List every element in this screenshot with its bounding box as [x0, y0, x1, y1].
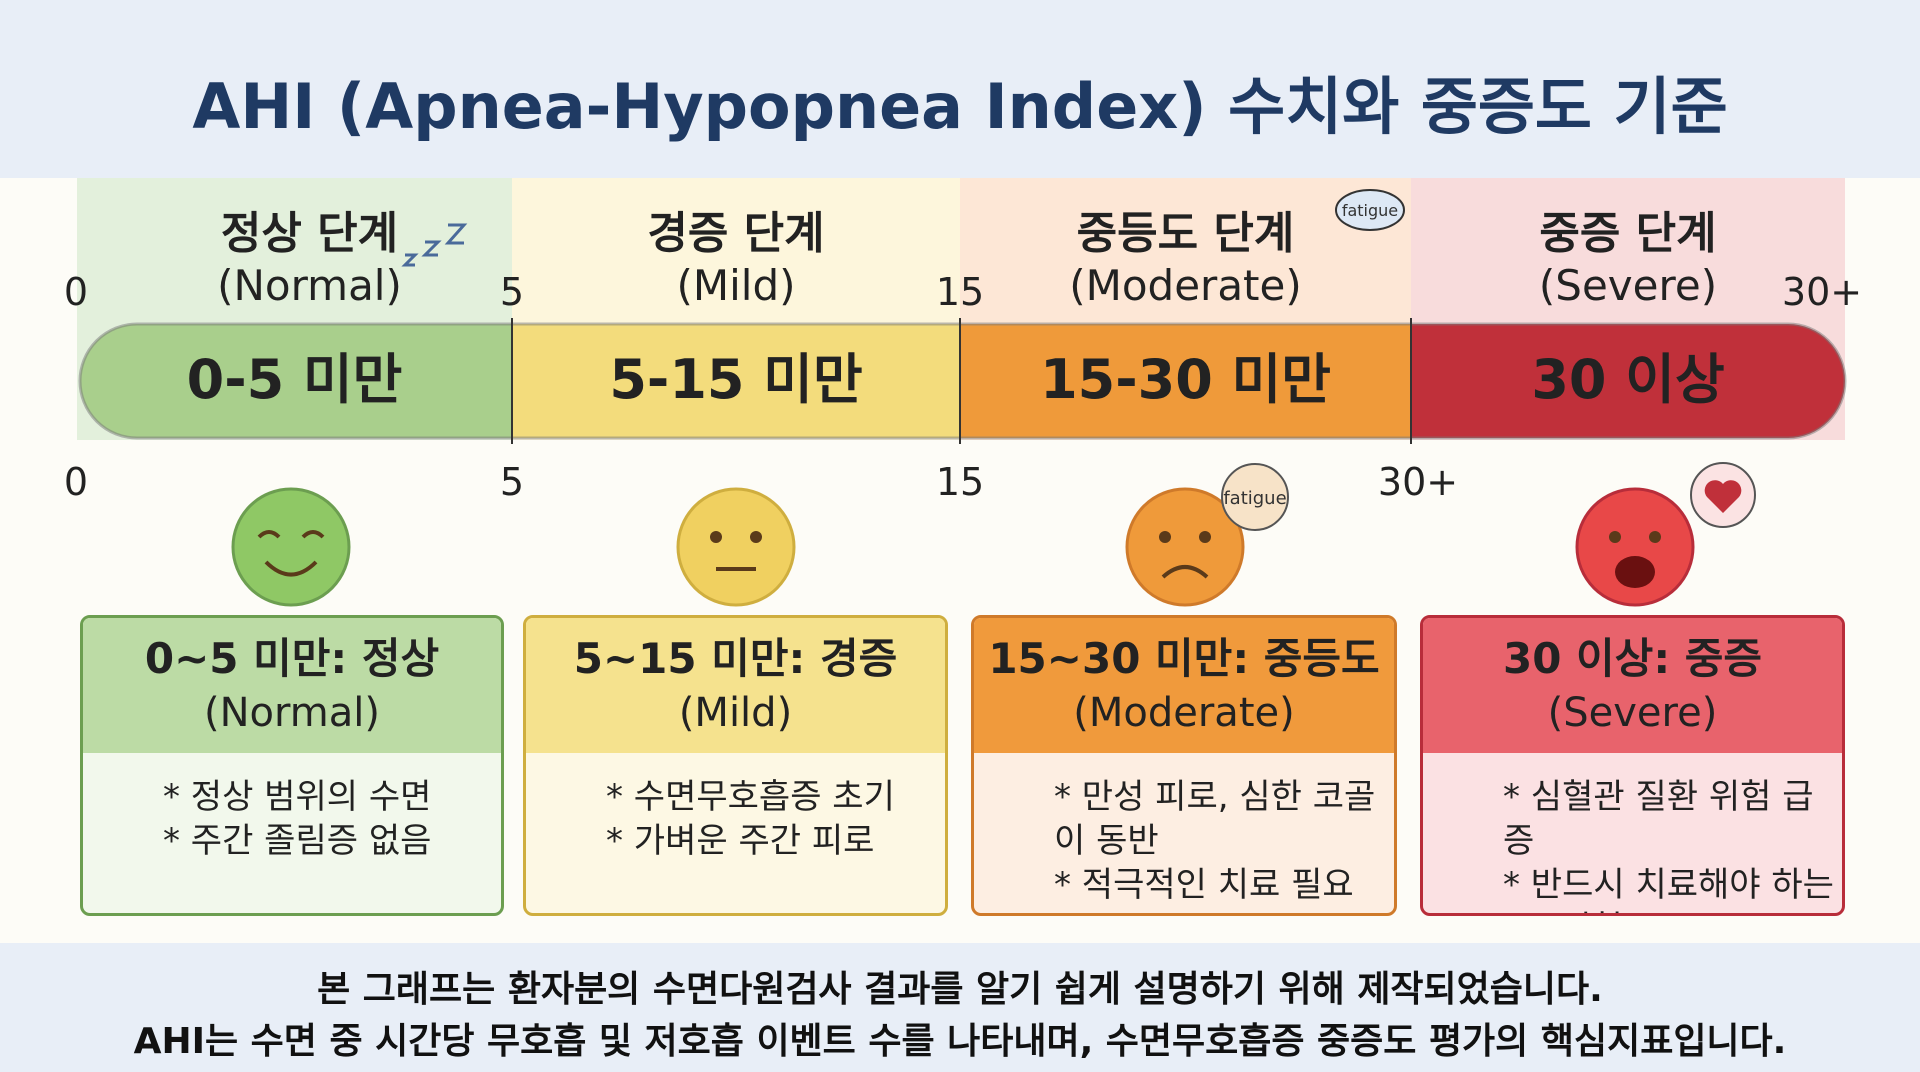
card-title-en: (Moderate) [1073, 690, 1295, 736]
card-bullet: * 적극적인 치료 필요 [1054, 865, 1354, 905]
card-title: 30 이상: 중증 [1502, 634, 1763, 683]
card-bullet: * 정상 범위의 수면 [163, 777, 432, 817]
bar-segment [960, 324, 1411, 438]
face-eye [1199, 531, 1211, 543]
top-tick-label: 0 [64, 270, 88, 314]
card-header: 15~30 미만: 중등도 (Moderate) [974, 618, 1394, 753]
stage-name: 중등도 단계 (Moderate) [986, 208, 1386, 312]
card-body: * 수면무호흡증 초기 * 가벼운 주간 피로 [526, 753, 945, 863]
bottom-tick-label: 30+ [1378, 460, 1458, 504]
range-label: 30 이상 [1531, 348, 1724, 411]
card: 0~5 미만: 정상 (Normal) * 정상 범위의 수면 * 주간 졸림증 없음 [80, 615, 504, 916]
speech-bubble [1335, 189, 1405, 231]
footer-line: 본 그래프는 환자분의 수면다원검사 결과를 알기 쉽게 설명하기 위해 제작되… [317, 969, 1603, 1010]
bar-segment [80, 324, 512, 438]
stage-name-ko: 정상 단계 [220, 208, 399, 259]
card-bullet: * 주간 졸림증 없음 [163, 821, 432, 861]
card: 30 이상: 중증 (Severe) * 심혈관 질환 위험 급증 * 반드시 치료해… [1420, 615, 1845, 916]
face-eye [1159, 531, 1171, 543]
face-eye [1609, 531, 1621, 543]
bottom-tick-label: 0 [64, 460, 88, 504]
top-tick-label: 5 [500, 270, 524, 314]
speech-bubble-text: fatigue [1342, 201, 1398, 220]
card-title: 0~5 미만: 정상 [144, 634, 440, 683]
face-mouth [264, 560, 318, 577]
face [231, 487, 351, 607]
stage-name-en: (Severe) [1538, 261, 1718, 310]
face [1125, 487, 1245, 607]
footer-band [0, 943, 1920, 1072]
face-eye [750, 531, 762, 543]
top-tick-label: 15 [936, 270, 984, 314]
speech-bubble [1221, 463, 1289, 531]
card: 15~30 미만: 중등도 (Moderate) * 만성 피로, 심한 코골이 동… [971, 615, 1397, 916]
card-body: * 심혈관 질환 위험 급증* 반드시 치료해야 하는고위험군 [1423, 753, 1842, 913]
bar-segment [1411, 324, 1845, 438]
card-body: * 만성 피로, 심한 코골이 동반 * 적극적인 치료 필요 [974, 753, 1394, 907]
stage-name: 경증 단계 (Mild) [536, 208, 936, 312]
stage-name-ko: 경증 단계 [647, 208, 825, 259]
stage-name-en: (Normal) [217, 261, 402, 310]
face-mouth [1161, 565, 1209, 579]
zzz-icon [401, 223, 468, 267]
card-title-en: (Mild) [678, 690, 793, 736]
stage-name: 중증 단계 (Severe) [1428, 208, 1828, 312]
face-eye [1649, 531, 1661, 543]
title-band [0, 0, 1920, 178]
face [676, 487, 796, 607]
face-mouth [1615, 556, 1655, 588]
card-bullet: * 반드시 치료해야 하는 [1503, 865, 1834, 905]
stage-name-en: (Mild) [676, 261, 796, 310]
stage-name: 정상 단계 (Normal) [110, 208, 510, 312]
card-header: 5~15 미만: 경증 (Mild) [526, 618, 945, 753]
bottom-tick-label: 15 [936, 460, 984, 504]
speech-bubble-text: fatigue [1223, 488, 1286, 509]
bar [80, 324, 1845, 438]
title: AHI (Apnea-Hypopnea Index) 수치와 중증도 기준 [192, 70, 1728, 143]
bar-segment [512, 324, 960, 438]
footer-line: AHI는 수면 중 시간당 무호흡 및 저호흡 이벤트 수를 나타내며, 수면무… [133, 1021, 1787, 1062]
bar-outline [78, 322, 1847, 440]
card: 5~15 미만: 경증 (Mild) * 수면무호흡증 초기 * 가벼운 주간 피로 [523, 615, 948, 916]
card-bullet: * 수면무호흡증 초기 [606, 777, 895, 817]
top-tick-label: 30+ [1782, 270, 1862, 314]
face-eye [710, 531, 722, 543]
card-title: 5~15 미만: 경증 [573, 634, 898, 683]
face [1575, 487, 1695, 607]
range-label: 15-30 미만 [1040, 348, 1331, 411]
card-title: 15~30 미만: 중등도 [988, 634, 1380, 683]
card-bullet: * 가벼운 주간 피로 [606, 821, 875, 861]
card-header: 30 이상: 중증 (Severe) [1423, 618, 1842, 753]
card-title-en: (Severe) [1547, 690, 1718, 736]
card-title-en: (Normal) [204, 690, 380, 736]
stage-name-ko: 중등도 단계 [1076, 208, 1295, 259]
stage-name-ko: 중증 단계 [1539, 208, 1717, 259]
range-label: 5-15 미만 [609, 348, 862, 411]
card-body: * 정상 범위의 수면 * 주간 졸림증 없음 [83, 753, 501, 863]
stage-name-en: (Moderate) [1069, 261, 1302, 310]
card-bullet: * 심혈관 질환 위험 급증 [1503, 777, 1814, 861]
heart-icon [1704, 480, 1742, 513]
range-label: 0-5 미만 [187, 348, 403, 411]
card-bullet: * 만성 피로, 심한 코골이 동반 [1054, 777, 1376, 861]
card-header: 0~5 미만: 정상 (Normal) [83, 618, 501, 753]
face-eyes [257, 530, 325, 539]
card-bullet: 고위험군 [1423, 907, 1842, 913]
bottom-tick-label: 5 [500, 460, 524, 504]
